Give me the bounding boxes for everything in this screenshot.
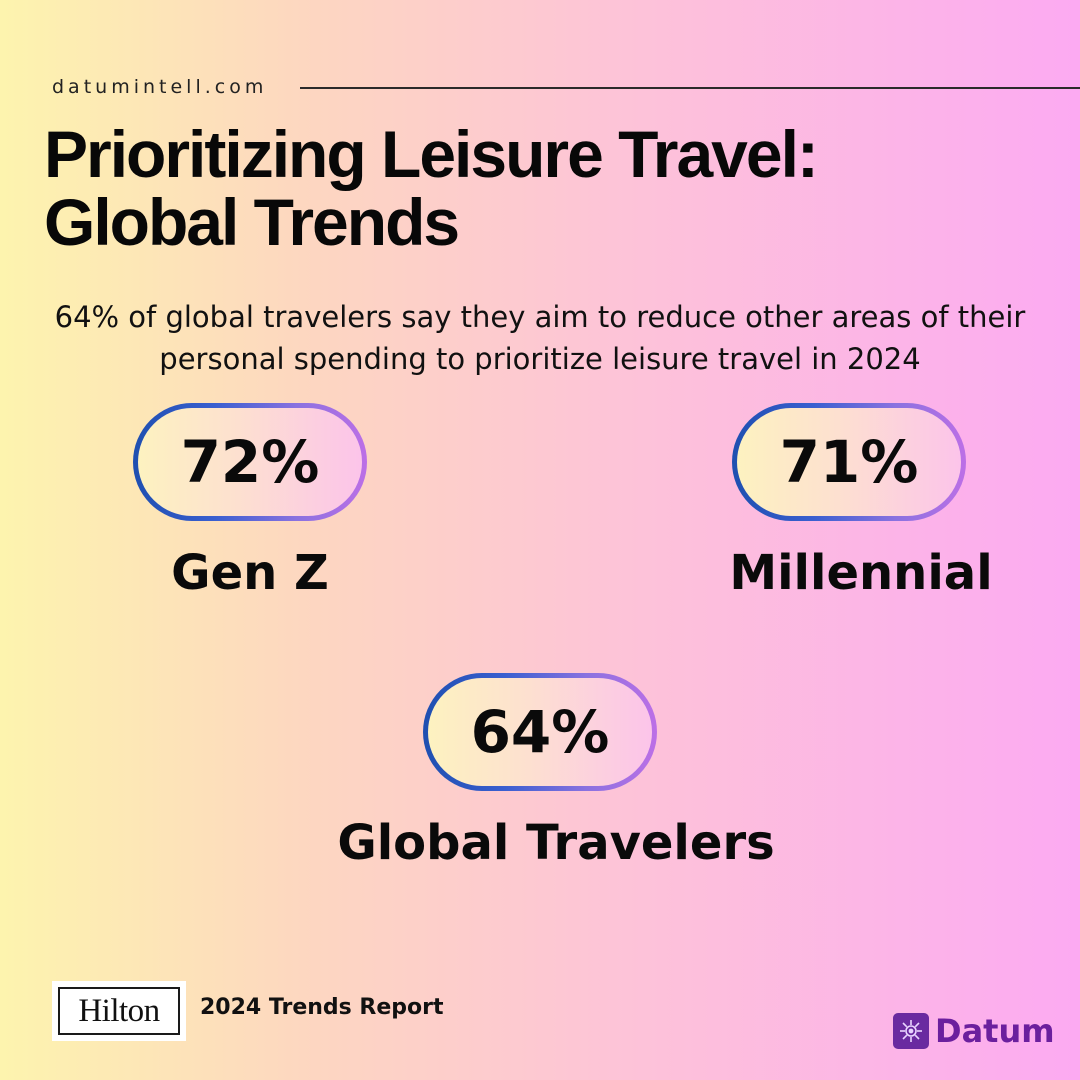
header-divider [300, 87, 1080, 89]
stat-label-global-travelers: Global Travelers [337, 815, 775, 871]
stat-pill-millennial: 71% [732, 403, 966, 521]
subtitle-line-1: 64% of global travelers say they aim to … [54, 300, 1026, 334]
stat-value-global-travelers: 64% [428, 678, 652, 786]
page-title: Prioritizing Leisure Travel: Global Tren… [44, 117, 819, 259]
hilton-logo: Hilton [52, 981, 186, 1041]
subtitle-line-2: personal spending to prioritize leisure … [159, 342, 921, 376]
stat-pill-global-travelers: 64% [423, 673, 657, 791]
stat-pill-gen-z: 72% [133, 403, 367, 521]
title-line-2: Global Trends [44, 185, 460, 259]
stat-label-millennial: Millennial [729, 545, 993, 601]
gear-icon [893, 1013, 929, 1049]
datum-logo: Datum [893, 1012, 1055, 1050]
stat-value-gen-z: 72% [138, 408, 362, 516]
stat-value-millennial: 71% [737, 408, 961, 516]
stat-label-gen-z: Gen Z [171, 545, 329, 601]
subtitle: 64% of global travelers say they aim to … [0, 296, 1080, 380]
site-url: datumintell.com [52, 76, 268, 98]
source-label: 2024 Trends Report [200, 995, 444, 1020]
datum-brand-name: Datum [935, 1012, 1055, 1050]
title-line-1: Prioritizing Leisure Travel: [44, 117, 819, 191]
hilton-logo-text: Hilton [58, 987, 180, 1035]
